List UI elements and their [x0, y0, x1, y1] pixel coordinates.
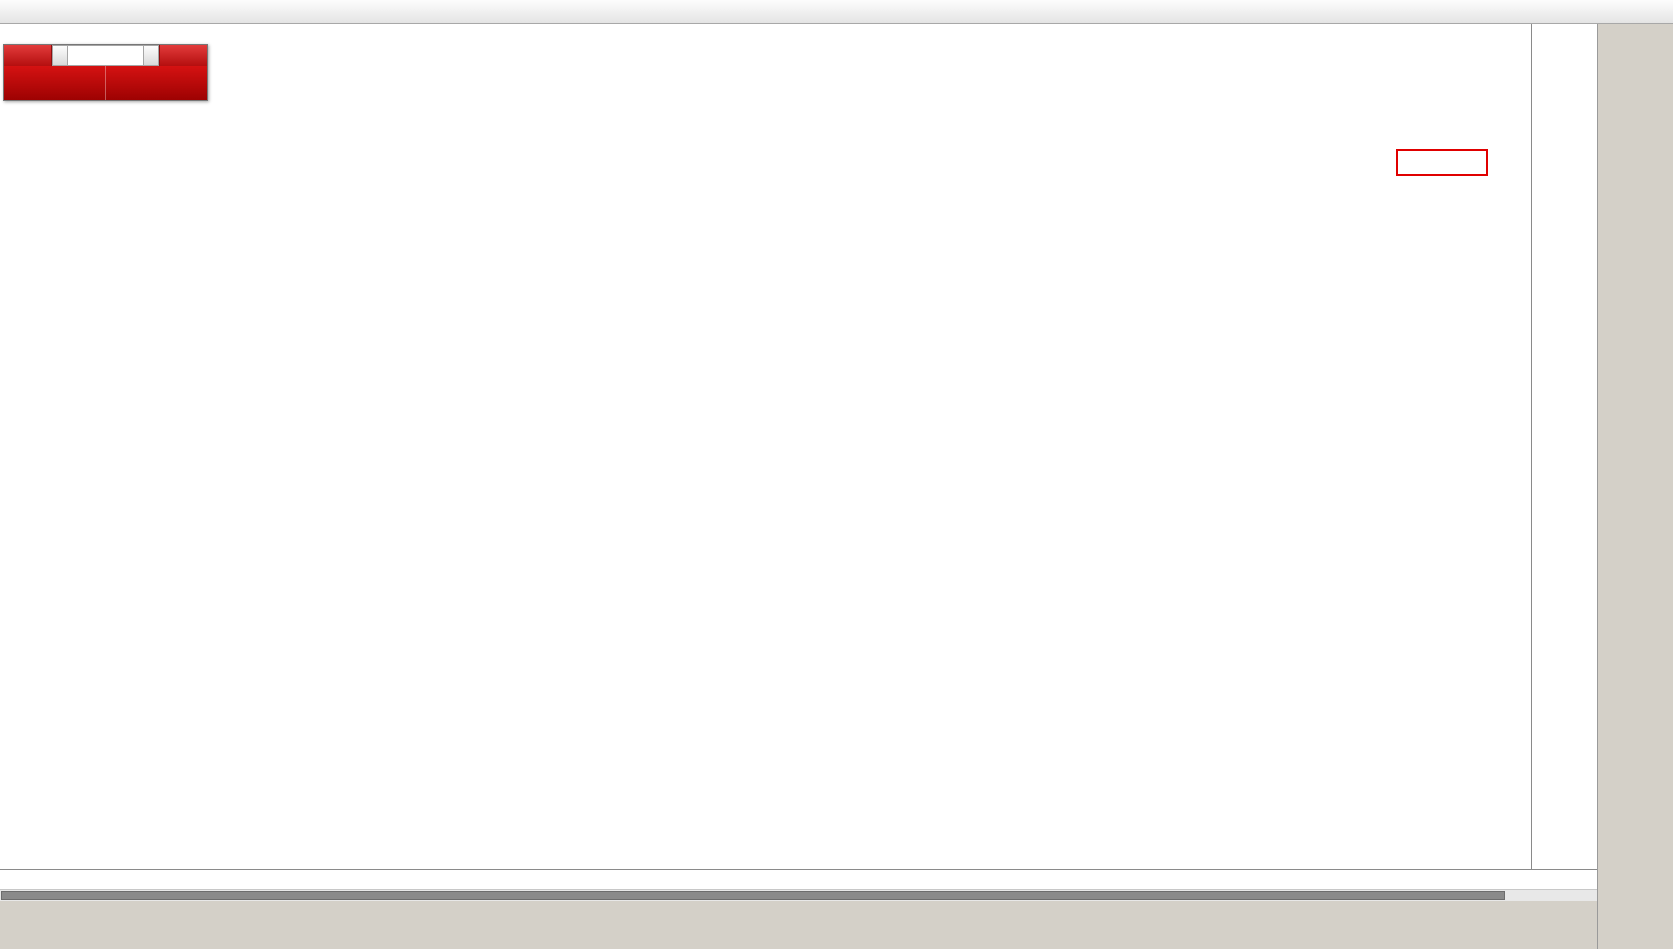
volume-decrease-button[interactable]	[52, 45, 68, 66]
volume-increase-button[interactable]	[143, 45, 159, 66]
one-click-prices	[4, 66, 207, 100]
buy-price-button[interactable]	[105, 66, 207, 100]
time-axis[interactable]	[0, 869, 1597, 889]
sell-price-button[interactable]	[4, 66, 105, 100]
window-gutter-bottom	[0, 901, 1597, 949]
price-chart-canvas[interactable]	[0, 24, 1531, 869]
volume-input[interactable]	[68, 45, 143, 66]
main-toolbar	[0, 0, 1673, 24]
scrollbar-thumb[interactable]	[1, 891, 1505, 900]
sell-button[interactable]	[4, 45, 52, 66]
horizontal-scrollbar[interactable]	[0, 889, 1597, 901]
one-click-top-row	[4, 45, 207, 66]
price-annotation-box[interactable]	[1396, 149, 1488, 176]
window-gutter-right	[1597, 24, 1673, 949]
one-click-trading-panel	[3, 44, 208, 101]
price-axis[interactable]	[1531, 24, 1597, 869]
buy-button[interactable]	[159, 45, 207, 66]
